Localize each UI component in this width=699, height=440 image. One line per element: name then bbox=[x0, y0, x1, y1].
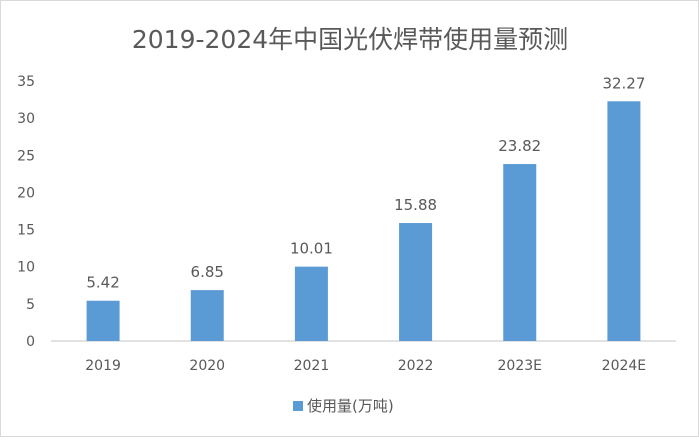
y-tick-label: 5 bbox=[26, 297, 35, 313]
x-tick-label: 2020 bbox=[189, 358, 225, 374]
y-tick-label: 15 bbox=[17, 223, 35, 239]
y-tick-label: 35 bbox=[17, 74, 35, 90]
data-label: 6.85 bbox=[191, 263, 224, 281]
y-tick-label: 30 bbox=[17, 111, 35, 127]
y-tick-label: 10 bbox=[17, 260, 35, 276]
data-label: 5.42 bbox=[86, 274, 119, 292]
data-label: 10.01 bbox=[290, 240, 333, 258]
bar-2024E bbox=[607, 101, 641, 341]
bar-2019 bbox=[86, 300, 120, 341]
x-tick-label: 2024E bbox=[602, 358, 646, 374]
bar-2021 bbox=[294, 266, 328, 341]
legend-swatch bbox=[293, 401, 303, 411]
chart-title: 2019-2024年中国光伏焊带使用量预测 bbox=[132, 25, 568, 54]
x-tick-label: 2021 bbox=[294, 358, 330, 374]
legend-label: 使用量(万吨) bbox=[307, 397, 394, 415]
data-label: 15.88 bbox=[394, 196, 437, 214]
x-tick-label: 2022 bbox=[398, 358, 434, 374]
x-tick-label: 2019 bbox=[85, 358, 121, 374]
bar-2020 bbox=[190, 290, 224, 341]
y-tick-label: 25 bbox=[17, 148, 35, 164]
bar-2022 bbox=[399, 223, 433, 341]
data-label: 23.82 bbox=[498, 137, 541, 155]
y-tick-label: 0 bbox=[26, 334, 35, 350]
y-tick-label: 20 bbox=[17, 185, 35, 201]
x-tick-label: 2023E bbox=[498, 358, 542, 374]
data-label: 32.27 bbox=[602, 74, 645, 92]
legend: 使用量(万吨) bbox=[293, 397, 394, 415]
bar-2023E bbox=[503, 164, 537, 341]
